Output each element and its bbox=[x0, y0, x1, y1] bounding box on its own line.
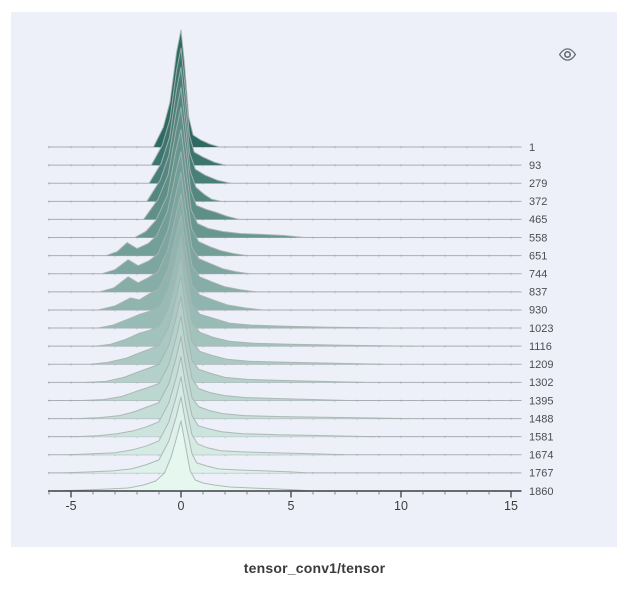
step-label: 465 bbox=[529, 214, 547, 226]
eye-icon bbox=[558, 47, 576, 61]
step-label: 1302 bbox=[529, 377, 553, 389]
x-axis-tick-label: 10 bbox=[394, 499, 408, 513]
histogram-slice-step-1209[interactable] bbox=[90, 275, 384, 365]
step-label: 1674 bbox=[529, 450, 553, 462]
histogram-slice-step-1488[interactable] bbox=[77, 336, 410, 420]
card-title: tensor_conv1/tensor bbox=[243, 560, 386, 576]
step-label: 1 bbox=[529, 142, 535, 154]
histogram-slice-step-465[interactable] bbox=[143, 106, 240, 220]
x-axis-tick-label: -5 bbox=[65, 499, 76, 513]
histogram-slice-step-1860[interactable] bbox=[57, 420, 311, 492]
step-label: 93 bbox=[529, 160, 541, 172]
step-label: 279 bbox=[529, 178, 547, 190]
histogram-slice-step-1395[interactable] bbox=[81, 316, 349, 401]
step-label: 651 bbox=[529, 250, 547, 262]
x-axis-tick-label: 15 bbox=[504, 499, 518, 513]
histogram-slice-step-1674[interactable] bbox=[68, 376, 344, 456]
step-label: 744 bbox=[529, 269, 547, 281]
histogram-card bbox=[11, 12, 617, 547]
step-label: 1767 bbox=[529, 468, 553, 480]
histogram-slice-step-1581[interactable] bbox=[73, 356, 375, 438]
step-label: 1395 bbox=[529, 395, 553, 407]
step-label: 837 bbox=[529, 287, 547, 299]
step-label: 930 bbox=[529, 305, 547, 317]
step-label: 1116 bbox=[529, 341, 552, 353]
step-label: 1488 bbox=[529, 413, 553, 425]
step-label: 1860 bbox=[529, 486, 553, 498]
x-axis-tick-label: 0 bbox=[178, 499, 185, 513]
step-label: 1023 bbox=[529, 323, 553, 335]
eye-visibility-toggle[interactable] bbox=[556, 43, 578, 65]
step-label: 1581 bbox=[529, 431, 553, 443]
histogram-slice-step-1767[interactable] bbox=[64, 396, 307, 474]
histogram-slice-step-1302[interactable] bbox=[86, 295, 364, 383]
step-label: 1209 bbox=[529, 359, 553, 371]
step-label: 558 bbox=[529, 232, 547, 244]
step-label: 372 bbox=[529, 196, 547, 208]
x-axis-tick-label: 5 bbox=[288, 499, 295, 513]
